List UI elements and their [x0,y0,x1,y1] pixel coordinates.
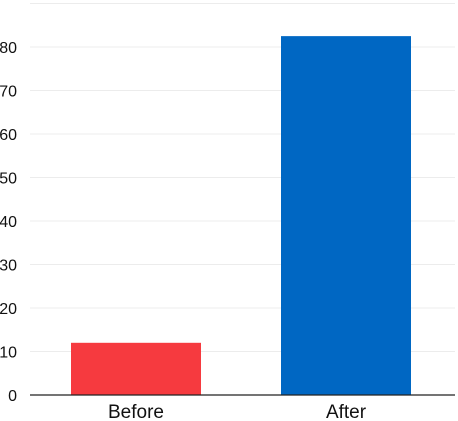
y-tick-label-40: 40 [0,214,17,231]
bars [71,36,411,395]
y-tick-label-70: 70 [0,84,17,101]
y-tick-label-20: 20 [0,301,17,318]
x-axis-category-labels: Before After [108,402,367,421]
gridlines [30,3,455,352]
y-tick-label-50: 50 [0,171,17,188]
y-tick-label-60: 60 [0,127,17,144]
x-tick-label-after: After [326,402,367,421]
y-tick-label-0: 0 [8,388,17,405]
y-tick-label-80: 80 [0,40,17,57]
bar-after [281,36,411,395]
y-tick-label-30: 30 [0,258,17,275]
y-tick-label-10: 10 [0,345,17,362]
y-axis-tick-labels: 0 10 20 30 40 50 60 70 80 [0,40,17,405]
bar-before [71,342,201,395]
x-tick-label-before: Before [108,402,164,421]
